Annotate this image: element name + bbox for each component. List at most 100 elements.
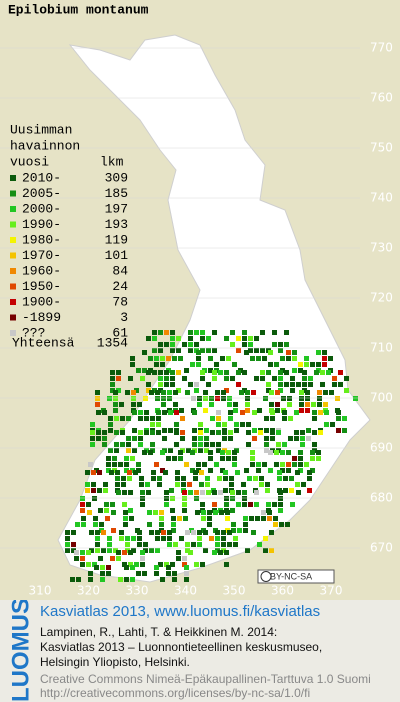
footer: LUOMUS Kasviatlas 2013, www.luomus.fi/ka… [7,600,370,702]
occurrence-square [286,450,291,455]
legend-swatch [10,299,16,305]
occurrence-square [192,410,197,415]
occurrence-square [242,496,247,501]
occurrence-square [185,530,190,535]
occurrence-square [114,430,119,435]
occurrence-square [150,442,155,447]
occurrence-square [190,468,195,473]
occurrence-square [161,530,166,535]
occurrence-square [273,516,278,521]
occurrence-square [142,350,147,355]
occurrence-square [292,356,297,361]
occurrence-square [158,348,163,353]
occurrence-square [224,336,229,341]
occurrence-square [146,382,151,387]
occurrence-square [152,330,157,335]
occurrence-square [229,476,234,481]
occurrence-square [160,468,165,473]
occurrence-square [85,470,90,475]
occurrence-square [192,436,197,441]
license-badge [257,569,335,584]
occurrence-square [163,470,168,475]
occurrence-square [192,428,197,433]
occurrence-square [161,402,166,407]
occurrence-square [267,516,272,521]
occurrence-square [175,476,180,481]
occurrence-square [212,490,217,495]
occurrence-square [107,548,112,553]
occurrence-square [265,488,270,493]
occurrence-square [159,516,164,521]
occurrence-square [179,408,184,413]
occurrence-square [278,496,283,501]
occurrence-square [115,470,120,475]
occurrence-square [130,456,135,461]
occurrence-square [299,402,304,407]
occurrence-square [164,496,169,501]
occurrence-square [150,430,155,435]
occurrence-square [278,342,283,347]
occurrence-square [114,416,119,421]
occurrence-square [116,490,121,495]
occurrence-square [86,502,91,507]
license-badge-text: BY-NC-SA [270,571,312,581]
legend-swatch [10,221,16,228]
occurrence-square [324,422,329,427]
occurrence-square [193,476,198,481]
legend-swatch [10,237,16,243]
occurrence-square [209,396,214,401]
legend-heading: vuosi [10,154,49,169]
occurrence-square [294,430,299,435]
occurrence-square [200,376,205,381]
occurrence-square [186,448,191,453]
occurrence-square [90,436,95,441]
occurrence-square [197,402,202,407]
occurrence-square [194,382,199,387]
legend-count: 3 [120,310,128,325]
occurrence-square [290,376,295,381]
occurrence-square [197,396,202,401]
occurrence-square [168,428,173,433]
occurrence-square [152,388,157,393]
occurrence-square [260,330,265,335]
occurrence-square [307,488,312,493]
occurrence-square [191,530,196,535]
occurrence-square [139,476,144,481]
occurrence-square [215,548,220,553]
occurrence-square [227,542,232,547]
occurrence-square [107,536,112,541]
occurrence-square [200,330,205,335]
occurrence-square [204,428,209,433]
occurrence-square [236,490,241,495]
occurrence-square [162,436,167,441]
occurrence-square [130,356,135,361]
occurrence-square [176,556,181,561]
occurrence-square [223,488,228,493]
occurrence-square [170,348,175,353]
occurrence-square [167,396,172,401]
occurrence-square [268,468,273,473]
occurrence-square [126,436,131,441]
occurrence-square [132,436,137,441]
occurrence-square [178,450,183,455]
occurrence-square [298,362,303,367]
occurrence-square [254,376,259,381]
occurrence-square [270,430,275,435]
legend-swatch [10,330,16,336]
occurrence-square [174,430,179,435]
occurrence-square [188,348,193,353]
legend-label: 1900- [22,294,61,309]
occurrence-square [248,336,253,341]
occurrence-square [154,362,159,367]
occurrence-square [151,470,156,475]
occurrence-square [264,428,269,433]
occurrence-square [220,450,225,455]
occurrence-square [184,462,189,467]
occurrence-square [116,550,121,555]
occurrence-square [262,356,267,361]
occurrence-square [244,350,249,355]
occurrence-square [330,422,335,427]
occurrence-square [201,510,206,515]
occurrence-square [335,396,340,401]
occurrence-square [127,476,132,481]
